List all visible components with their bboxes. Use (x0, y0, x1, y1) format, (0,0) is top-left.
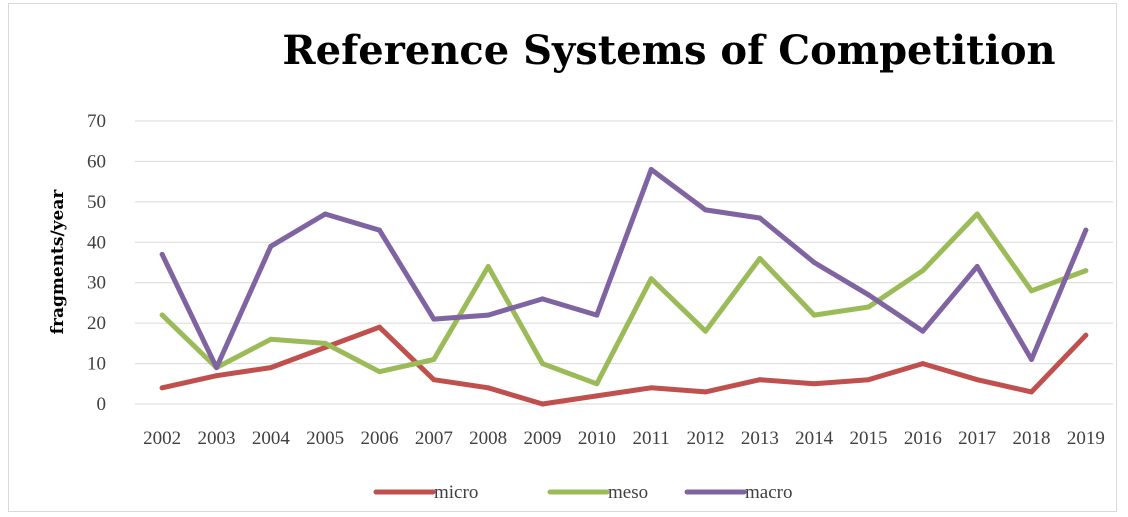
legend-label: macro (745, 482, 792, 503)
data-point-micro (974, 377, 980, 383)
data-point-micro (540, 401, 545, 407)
data-point-micro (214, 373, 219, 379)
data-point-macro (540, 296, 545, 302)
data-point-micro (268, 365, 274, 371)
legend-label: meso (608, 482, 648, 503)
data-point-macro (594, 312, 600, 318)
series-line-meso (159, 211, 1089, 387)
chart-title: Reference Systems of Competition (282, 27, 1055, 74)
data-point-macro (159, 251, 165, 257)
data-point-micro (594, 393, 600, 399)
y-tick-label: 10 (87, 354, 106, 375)
x-tick-label: 2008 (469, 428, 507, 449)
x-tick-label: 2017 (958, 428, 996, 449)
data-point-micro (920, 361, 926, 367)
series-lines (159, 167, 1089, 407)
data-point-meso (268, 336, 274, 342)
data-point-macro (920, 328, 926, 334)
y-tick-label: 50 (87, 192, 106, 213)
x-tick-label: 2005 (306, 428, 344, 449)
x-tick-label: 2018 (1013, 428, 1051, 449)
x-tick-label: 2007 (415, 428, 453, 449)
data-point-meso (594, 381, 600, 387)
legend-item-micro: micro (373, 482, 478, 503)
x-tick-label: 2002 (143, 428, 181, 449)
data-point-micro (866, 377, 871, 383)
x-tick-label: 2015 (850, 428, 888, 449)
data-point-macro (757, 215, 763, 221)
data-point-macro (377, 227, 382, 233)
data-point-meso (866, 304, 871, 310)
data-point-meso (648, 276, 654, 282)
data-point-macro (1029, 357, 1034, 363)
data-point-meso (757, 255, 763, 261)
data-point-macro (1083, 227, 1089, 233)
data-point-micro (159, 385, 165, 391)
data-point-meso (811, 312, 817, 318)
x-tick-label: 2004 (252, 428, 291, 449)
legend-label: micro (434, 482, 478, 503)
data-point-macro (866, 292, 871, 298)
data-point-micro (757, 377, 763, 383)
data-point-macro (214, 365, 219, 371)
data-point-meso (1083, 268, 1089, 274)
x-tick-label: 2010 (578, 428, 616, 449)
data-point-macro (703, 207, 708, 213)
data-point-macro (268, 243, 274, 249)
data-point-meso (703, 328, 708, 334)
x-tick-label: 2014 (795, 428, 834, 449)
y-tick-label: 70 (87, 111, 106, 132)
y-axis-ticks: 0 10 20 30 40 50 60 70 (87, 111, 106, 415)
legend-item-macro: macro (684, 482, 792, 503)
y-tick-label: 0 (97, 394, 107, 415)
y-tick-label: 20 (87, 313, 106, 334)
data-point-micro (811, 381, 817, 387)
y-axis-label: fragments/year (48, 189, 68, 335)
data-point-macro (485, 312, 491, 318)
legend-item-meso: meso (547, 482, 648, 503)
x-tick-label: 2006 (361, 428, 399, 449)
x-axis-ticks: 2002 2003 2004 2005 2006 2007 2008 2009 2010 2011… (143, 428, 1105, 449)
data-point-macro (974, 264, 980, 270)
x-tick-label: 2016 (904, 428, 942, 449)
data-point-meso (322, 340, 328, 346)
data-point-micro (703, 389, 708, 395)
data-point-meso (974, 211, 980, 217)
y-tick-label: 40 (87, 232, 106, 253)
data-point-micro (648, 385, 654, 391)
x-tick-label: 2012 (687, 428, 725, 449)
series-line-macro (159, 167, 1089, 371)
data-point-meso (431, 357, 437, 363)
x-tick-label: 2019 (1067, 428, 1105, 449)
data-point-meso (1029, 288, 1034, 294)
x-tick-label: 2003 (198, 428, 236, 449)
x-tick-label: 2013 (741, 428, 779, 449)
x-tick-label: 2009 (524, 428, 562, 449)
data-point-micro (1029, 389, 1034, 395)
data-point-macro (648, 167, 654, 173)
data-point-meso (920, 268, 926, 274)
legend: micro meso macro (373, 482, 792, 503)
data-point-micro (1083, 332, 1089, 338)
x-tick-label: 2011 (633, 428, 670, 449)
data-point-micro (377, 324, 382, 330)
y-tick-label: 30 (87, 273, 106, 294)
data-point-meso (377, 369, 382, 375)
y-tick-label: 60 (87, 151, 106, 172)
data-point-meso (159, 312, 165, 318)
series-line-micro (159, 324, 1089, 407)
data-point-meso (540, 361, 545, 367)
data-point-macro (431, 316, 437, 322)
data-point-micro (485, 385, 491, 391)
data-point-meso (485, 264, 491, 270)
data-point-macro (322, 211, 328, 217)
data-point-macro (811, 260, 817, 265)
data-point-micro (431, 377, 437, 383)
